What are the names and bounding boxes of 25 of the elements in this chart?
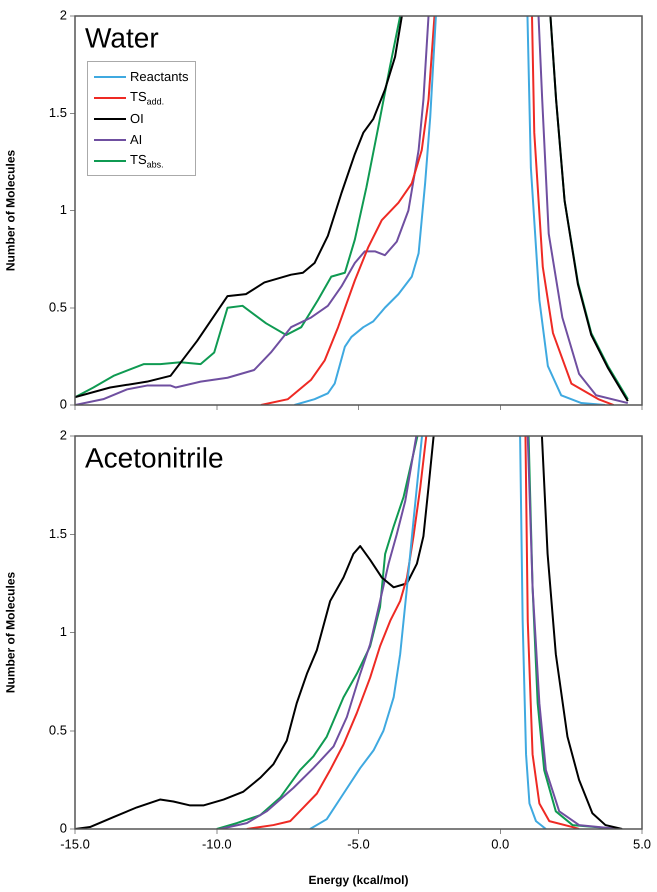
- legend-label: OI: [130, 111, 144, 126]
- y-tick-label: 0.5: [48, 722, 67, 738]
- legend-label: TS$_{abs.}$: [130, 152, 164, 170]
- x-tick-label: -5.0: [347, 836, 370, 852]
- y-tick-label: 0: [60, 820, 67, 836]
- y-tick-label: 2: [60, 8, 67, 23]
- x-axis-title: Energy (kcal/mol): [308, 873, 409, 888]
- y-tick-label: 0: [60, 396, 67, 412]
- x-tick-label: -10.0: [202, 836, 232, 852]
- y-axis-title: Number of Molecules: [4, 150, 18, 272]
- legend-label: Reactants: [130, 69, 189, 84]
- y-tick-label: 1: [60, 624, 67, 640]
- chart-title: Water: [85, 22, 159, 54]
- x-tick-label: 0.0: [491, 836, 510, 852]
- y-tick-label: 1: [60, 202, 67, 218]
- chart-title: Acetonitrile: [85, 442, 224, 474]
- y-tick-label: 1.5: [48, 526, 67, 541]
- x-tick-label: 5.0: [632, 836, 652, 852]
- y-tick-label: 2: [60, 428, 67, 443]
- y-axis-title: Number of Molecules: [4, 572, 18, 694]
- legend-label: AI: [130, 132, 142, 147]
- x-tick-label: -15.0: [60, 836, 90, 852]
- y-tick-label: 0.5: [48, 299, 67, 314]
- legend-label: TS$_{add.}$: [130, 88, 164, 106]
- y-tick-label: 1.5: [48, 104, 67, 120]
